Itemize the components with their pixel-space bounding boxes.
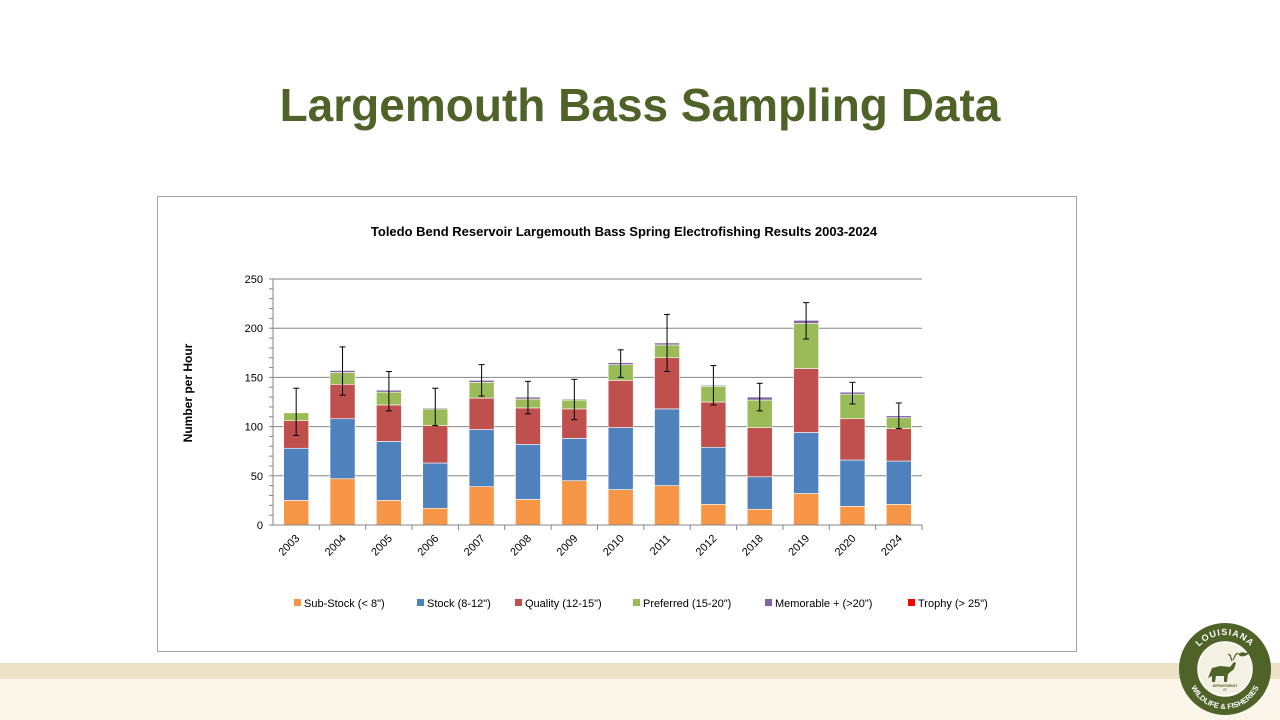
bar-segment <box>515 444 541 500</box>
bar-segment <box>839 506 866 526</box>
bar-segment <box>700 401 727 448</box>
x-tick-label: 2020 <box>833 533 859 559</box>
logo-center-sub: OF <box>1223 688 1227 692</box>
bar-segment <box>607 489 634 526</box>
x-tick-label: 2011 <box>648 533 673 558</box>
x-tick-label: 2005 <box>369 533 395 559</box>
logo-center-text: DEPARTMENT <box>1213 684 1238 688</box>
y-tick-label: 100 <box>245 422 263 434</box>
bar-segment <box>839 418 866 461</box>
legend-swatch <box>633 599 640 606</box>
error-bars <box>293 302 902 436</box>
legend-swatch <box>765 599 772 606</box>
legend-swatch <box>294 599 301 606</box>
bar-segment <box>746 508 773 526</box>
bar-segment <box>793 368 819 433</box>
x-tick-label: 2009 <box>555 533 581 559</box>
x-tick-label: 2003 <box>277 533 303 559</box>
bar-segment <box>746 476 773 510</box>
legend-label: Memorable + (>20") <box>775 598 872 610</box>
bar-segment <box>839 459 866 507</box>
deer-duck-emblem <box>1208 652 1250 682</box>
bar-segment <box>329 418 356 480</box>
y-tick-label: 50 <box>251 471 263 483</box>
bar-segment <box>422 462 449 509</box>
bar-segment <box>654 485 680 526</box>
x-tick-label: 2006 <box>416 533 442 559</box>
bar-segment <box>468 397 495 430</box>
bar-segment <box>422 425 449 464</box>
bar-segment <box>376 404 402 442</box>
footer-band <box>0 663 1280 679</box>
y-tick-label: 200 <box>245 323 263 335</box>
department-logo: LOUISIANA WILDLIFE & FISHERIES DEPARTMEN… <box>1179 623 1271 715</box>
legend-swatch <box>515 599 522 606</box>
bar-segment <box>793 493 819 526</box>
bar-segment <box>468 429 495 487</box>
x-tick-label: 2010 <box>601 533 627 559</box>
bar-segment <box>700 446 727 505</box>
bar-segment <box>700 504 727 526</box>
bar-segment <box>607 427 634 490</box>
y-axis-label: Number per Hour <box>181 343 195 442</box>
legend-label: Sub-Stock (< 8") <box>304 598 385 610</box>
legend-label: Preferred (15-20") <box>643 598 731 610</box>
bar-segment <box>468 486 495 526</box>
slide-title: Largemouth Bass Sampling Data <box>279 79 1001 131</box>
legend-label: Quality (12-15") <box>525 598 602 610</box>
x-tick-label: 2012 <box>694 533 720 559</box>
bar-segment <box>422 507 449 526</box>
y-tick-label: 0 <box>257 520 263 532</box>
stacked-bar-chart: Toledo Bend Reservoir Largemouth Bass Sp… <box>181 224 988 610</box>
x-tick-label: 2024 <box>879 533 905 559</box>
bar-segment <box>283 447 309 501</box>
bar-segment <box>886 428 912 462</box>
bar-segment <box>746 427 773 478</box>
x-tick-label: 2004 <box>323 533 349 559</box>
x-tick-label: 2008 <box>508 533 534 559</box>
bar-segment <box>283 500 309 526</box>
legend-label: Stock (8-12") <box>427 598 491 610</box>
bar-segment <box>793 432 819 494</box>
bar-segment <box>515 499 541 526</box>
bars <box>283 320 912 526</box>
bar-segment <box>376 441 402 501</box>
bar-segment <box>376 500 402 526</box>
chart-title: Toledo Bend Reservoir Largemouth Bass Sp… <box>371 224 878 239</box>
bar-segment <box>607 380 634 428</box>
bar-segment <box>654 408 680 486</box>
legend-swatch <box>417 599 424 606</box>
legend-label: Trophy (> 25") <box>918 598 988 610</box>
y-tick-label: 250 <box>245 274 263 286</box>
footer-background <box>0 679 1280 720</box>
chart-frame: Toledo Bend Reservoir Largemouth Bass Sp… <box>157 196 1077 652</box>
bar-segment <box>329 478 356 526</box>
bar-segment <box>561 438 588 482</box>
bar-segment <box>886 504 912 526</box>
bar-segment <box>561 480 588 526</box>
x-tick-label: 2019 <box>786 533 812 559</box>
bar-segment <box>886 460 912 505</box>
gridlines <box>273 278 922 477</box>
legend-swatch <box>908 599 915 606</box>
legend: Sub-Stock (< 8") Stock (8-12") Quality (12… <box>294 598 988 610</box>
y-tick-label: 150 <box>245 372 263 384</box>
x-tick-label: 2007 <box>462 533 488 559</box>
x-tick-label: 2018 <box>740 533 766 559</box>
